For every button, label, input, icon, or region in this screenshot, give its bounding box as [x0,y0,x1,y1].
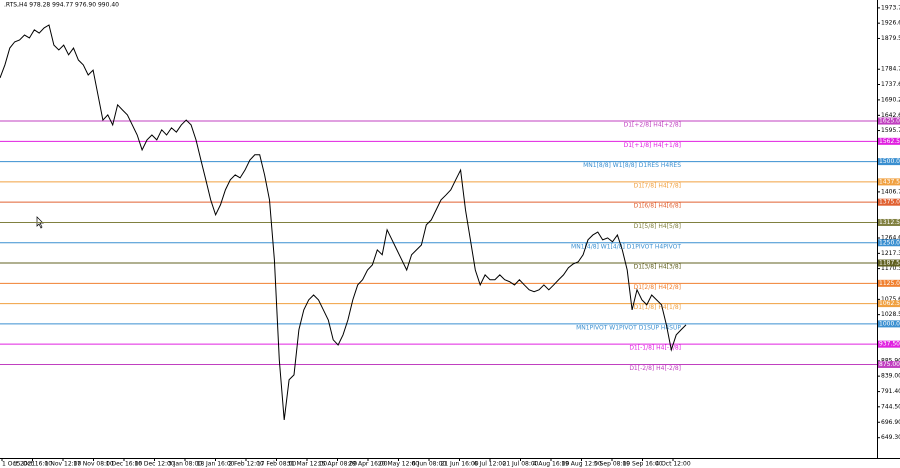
level-text: D1[+2/8] H4[+2/8] [624,122,681,129]
x-tick-label: 4 Aug 16:00 [533,461,570,468]
x-tick-label: 1 Oct 2021 [2,461,35,468]
y-tick-label: 1075.60 [881,296,900,303]
level-tag [878,360,900,368]
x-tick-label: 5 Sep 08:00 [594,461,630,468]
x-tick-label: 21 Jul 08:00 [503,461,539,468]
level-tag-label: 1062.50 [879,300,900,307]
level-text: D1[-1/8] H4[-1/8] [629,345,681,352]
y-tick-label: 649.30 [881,434,900,441]
x-tick-label: 16 Dec 12:00 [134,461,175,468]
level-text: D1[7/8] H4[7/8] [634,182,681,189]
level-text: D1[5/8] H4[5/8] [634,223,681,230]
level-tag [878,259,900,267]
x-tick-label: 1 Dec 16:00 [106,461,143,468]
level-text: D1[6/8] H4[6/8] [634,203,681,210]
y-tick-label: 696.90 [881,419,900,426]
level-tag-label: 937.50 [879,341,900,348]
x-tick-label: 29 Apr 16:00 [348,461,387,468]
level-tag-label: 1250.00 [879,239,900,246]
x-tick-label: 4 Oct 12:00 [655,461,690,468]
x-tick-label: 21 Jun 16:00 [440,461,478,468]
x-tick-label: 6 Jul 12:00 [474,461,506,468]
level-tag-label: 1437.50 [879,178,900,185]
x-tick-label: 15 Apr 08:00 [318,461,357,468]
x-tick-label: 1 Nov 12:00 [45,461,82,468]
x-tick-label: 18 Jan 16:00 [197,461,235,468]
y-tick-label: 1595.70 [881,127,900,134]
level-text: D1[1/8] H4[1/8] [634,304,681,311]
y-tick-label: 839.00 [881,373,900,380]
level-tag-label: 1125.00 [879,280,900,287]
level-text: MN1PIVOT W1PIVOT D1SUP H4SUP [576,324,681,331]
level-tag [878,198,900,206]
level-tag [878,117,900,125]
y-tick-label: 1170.30 [881,265,900,272]
x-tick-label: 3 Jan 08:00 [168,461,202,468]
y-tick-label: 1217.30 [881,250,900,257]
level-text: D1[+1/8] H4[+1/8] [624,142,681,149]
level-text: MN1[4/8] W1[4/8] D1PIVOT H4PIVOT [571,243,681,250]
x-tick-label: 6 Jun 08:00 [412,461,446,468]
y-tick-label: 1642.60 [881,112,900,119]
y-tick-label: 1406.70 [881,188,900,195]
chart-title: .RTS,H4 978.28 994.77 976.90 990.40 [4,2,119,9]
level-tag [878,300,900,308]
y-tick-label: 885.90 [881,357,900,364]
level-tag-label: 1562.50 [879,138,900,145]
level-tag [878,320,900,328]
y-tick-label: 1028.50 [881,311,900,318]
price-line [0,24,687,421]
y-tick-label: 1926.60 [881,20,900,27]
level-tag [878,279,900,287]
x-tick-label: 19 Sep 16:00 [622,461,662,468]
y-tick-label: 1690.20 [881,96,900,103]
level-tag [878,137,900,145]
level-text: MN1[8/8] W1[8/8] D1RES H4RES [583,162,681,169]
level-tag-label: 875.00 [879,361,900,368]
x-tick-label: 31 Mar 12:00 [287,461,327,468]
level-tag [878,239,900,247]
x-tick-label: 2 Feb 12:00 [228,461,264,468]
y-tick-label: 1737.60 [881,81,900,88]
level-tag-label: 1375.00 [879,199,900,206]
y-tick-label: 1973.70 [881,4,900,11]
level-tag [878,158,900,166]
y-tick-label: 744.50 [881,403,900,410]
level-tag [878,178,900,186]
x-tick-label: 17 Feb 08:00 [257,461,297,468]
y-tick-label: 1784.70 [881,66,900,73]
x-tick-label: 15 Oct 16:00 [13,461,52,468]
level-tag-label: 1187.50 [879,260,900,267]
level-text: D1[-2/8] H4[-2/8] [629,365,681,372]
level-tag [878,218,900,226]
level-tag-label: 1000.00 [879,320,900,327]
level-text: D1[3/8] H4[3/8] [634,264,681,271]
level-tag [878,340,900,348]
y-tick-label: 791.40 [881,388,900,395]
x-tick-label: 20 May 12:00 [378,461,419,468]
y-tick-label: 1264.60 [881,235,900,242]
level-text: D1[2/8] H4[2/8] [634,284,681,291]
level-tag-label: 1625.00 [879,118,900,125]
level-tag-label: 1500.00 [879,158,900,165]
y-tick-label: 1879.50 [881,35,900,42]
x-tick-label: 19 Aug 12:00 [561,461,602,468]
level-tag-label: 1312.50 [879,219,900,226]
x-tick-label: 17 Nov 08:00 [73,461,114,468]
